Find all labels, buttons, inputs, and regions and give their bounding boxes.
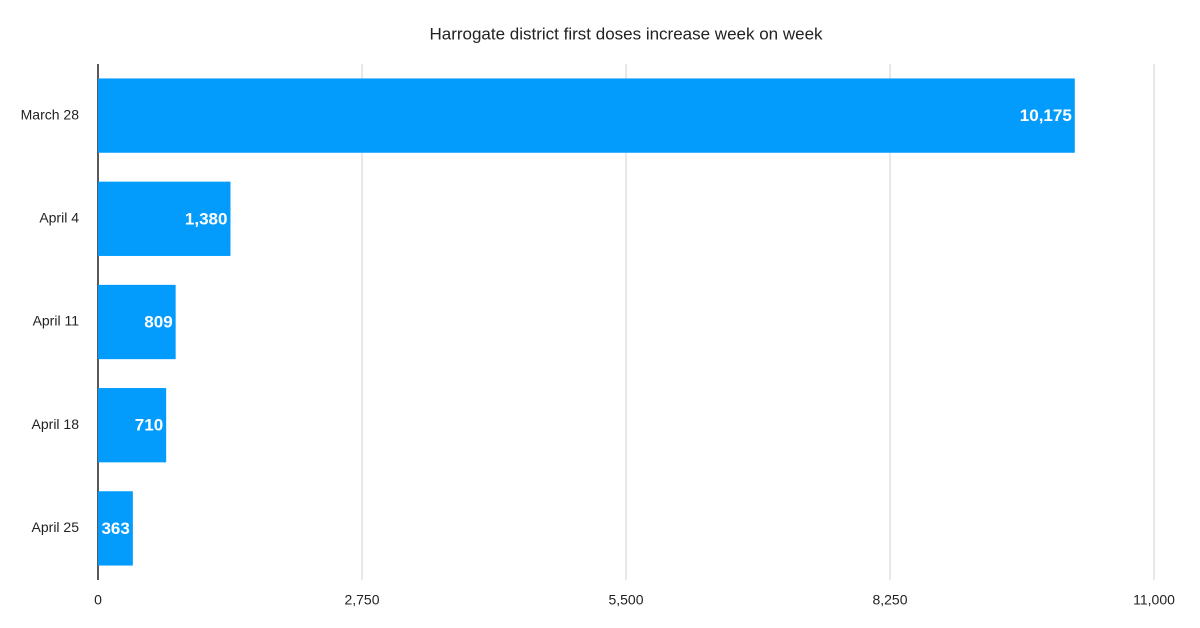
x-tick-label: 0 <box>94 592 102 608</box>
value-label: 809 <box>144 312 172 331</box>
x-tick-label: 2,750 <box>344 592 379 608</box>
bar <box>98 78 1075 153</box>
bar <box>98 284 176 360</box>
y-tick-label: March 28 <box>21 106 80 122</box>
y-tick-label: April 18 <box>32 416 80 432</box>
value-label: 363 <box>101 519 129 538</box>
value-label: 1,380 <box>185 209 228 228</box>
bar <box>98 388 167 463</box>
value-label: 710 <box>135 416 163 435</box>
y-tick-label: April 11 <box>33 313 80 329</box>
x-tick-label: 11,000 <box>1133 592 1175 608</box>
bar <box>98 491 133 566</box>
value-label: 10,175 <box>1020 106 1072 125</box>
x-tick-label: 5,500 <box>608 592 643 608</box>
chart-title: Harrogate district first doses increase … <box>429 24 823 43</box>
y-tick-label: April 4 <box>39 210 79 226</box>
x-tick-label: 8,250 <box>872 592 907 608</box>
bar <box>98 181 231 256</box>
y-tick-label: April 25 <box>32 519 80 535</box>
